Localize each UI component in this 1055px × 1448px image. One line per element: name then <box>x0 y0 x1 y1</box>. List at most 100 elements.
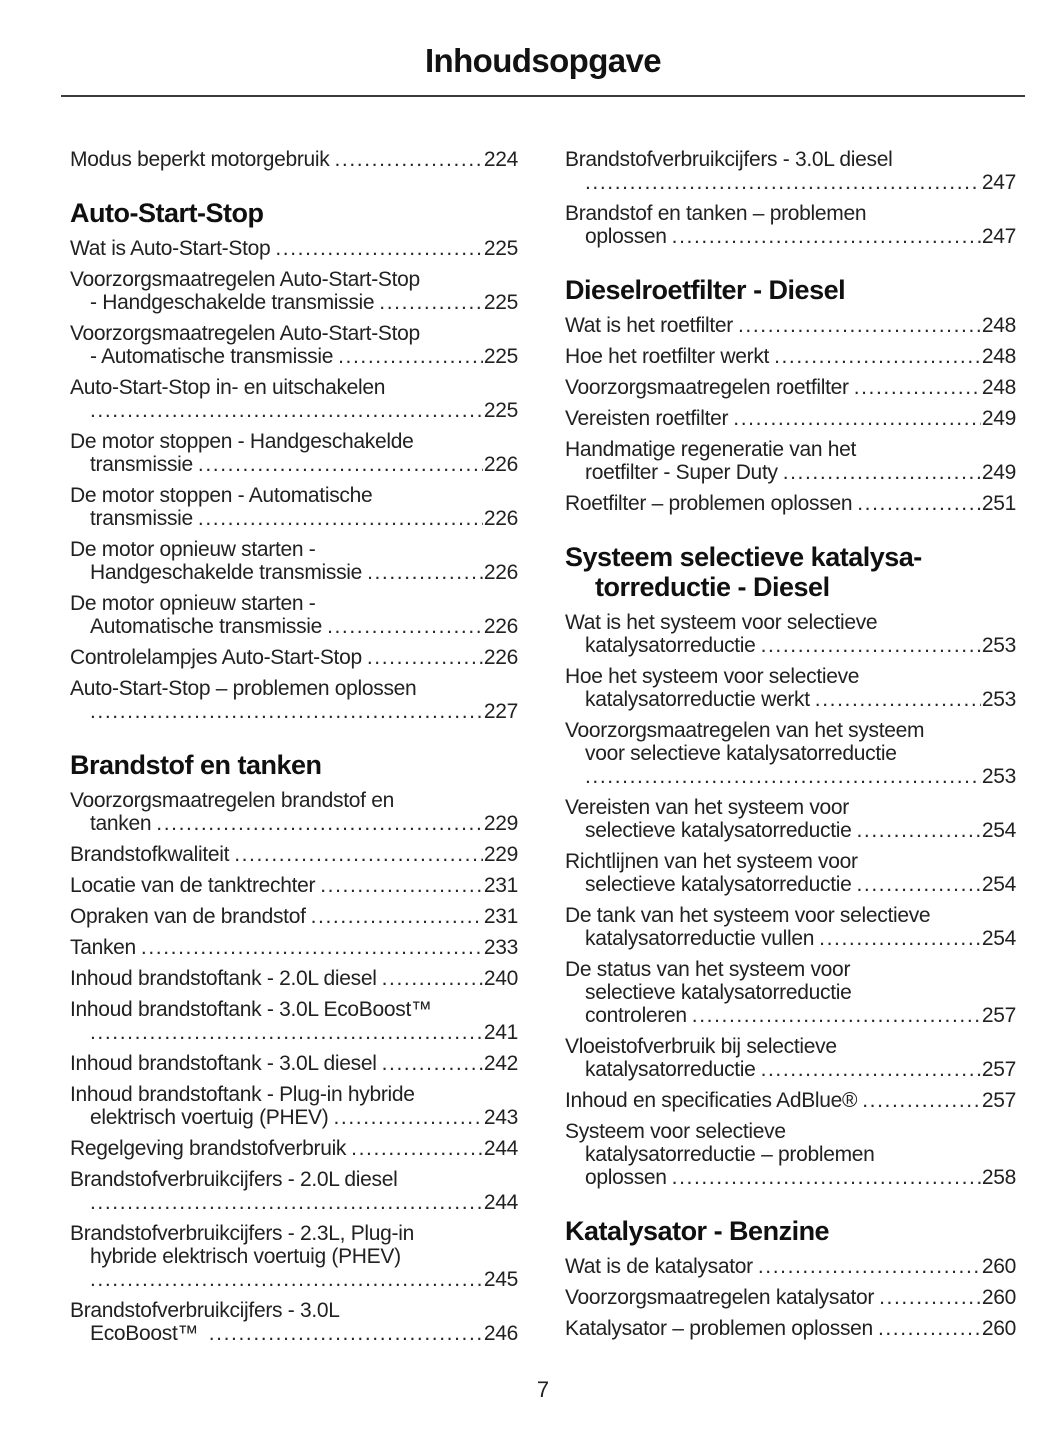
entry-page-number: 253 <box>981 688 1016 711</box>
toc-entry[interactable]: Wat is het roetfilter...................… <box>565 314 1016 337</box>
toc-entry[interactable]: Voorzorgsmaatregelen katalysator........… <box>565 1286 1016 1309</box>
page-header: Inhoudsopgave <box>61 0 1025 97</box>
toc-entry[interactable]: Locatie van de tanktrechter.............… <box>70 874 518 897</box>
dot-leader: ........................................… <box>140 936 483 959</box>
toc-entry[interactable]: Inhoud brandstoftank - 3.0L EcoBoost™...… <box>70 998 518 1044</box>
toc-entry[interactable]: Roetfilter – problemen oplossen.........… <box>565 492 1016 515</box>
toc-entry[interactable]: De motor opnieuw starten - Automatische t… <box>70 592 518 638</box>
entry-last-line: Automatische transmissie................… <box>70 615 518 638</box>
entry-text-line: Handmatige regeneratie van het <box>565 438 857 461</box>
entry-last-line: Wat is Auto-Start-Stop..................… <box>70 237 518 260</box>
toc-entry[interactable]: Brandstof en tanken – problemen oplossen.… <box>565 202 1016 248</box>
entry-text-line: katalysatorreductie – problemen <box>585 1143 875 1166</box>
entry-text-line: selectieve katalysatorreductie <box>585 981 852 1004</box>
dot-leader: ........................................… <box>760 634 981 657</box>
entry-title: Modus beperkt motorgebruik <box>70 148 330 171</box>
toc-entry[interactable]: Voorzorgsmaatregelen van het systeem voor… <box>565 719 1016 788</box>
section-heading-line: Katalysator - Benzine <box>565 1216 830 1246</box>
dot-leader: ........................................… <box>90 1021 483 1044</box>
entry-text-line: Voorzorgsmaatregelen brandstof en <box>70 789 394 812</box>
toc-entry[interactable]: Controlelampjes Auto-Start-Stop.........… <box>70 646 518 669</box>
entry-last-line: controleren.............................… <box>565 1004 1016 1027</box>
toc-entry[interactable]: Regelgeving brandstofverbruik...........… <box>70 1137 518 1160</box>
toc-entry[interactable]: Brandstofkwaliteit......................… <box>70 843 518 866</box>
toc-entry[interactable]: Brandstofverbruikcijfers - 3.0L diesel..… <box>565 148 1016 194</box>
entry-title: oplossen <box>585 1166 667 1189</box>
toc-entry[interactable]: De motor stoppen - Handgeschakelde transm… <box>70 430 518 476</box>
entry-last-line: Inhoud brandstoftank - 2.0L diesel......… <box>70 967 518 990</box>
toc-entry[interactable]: De motor opnieuw starten - Handgeschakeld… <box>70 538 518 584</box>
toc-entry[interactable]: Katalysator – problemen oplossen........… <box>565 1317 1016 1340</box>
entry-text-line: Auto-Start-Stop – problemen oplossen <box>70 677 417 700</box>
section-heading: Auto-Start-Stop <box>70 198 518 228</box>
dot-leader: ........................................… <box>879 1286 981 1309</box>
toc-entry[interactable]: Brandstofverbruikcijfers - 2.3L, Plug-in… <box>70 1222 518 1291</box>
dot-leader: ........................................… <box>366 646 483 669</box>
entry-text-line: Brandstof en tanken – problemen <box>565 202 867 225</box>
entry-title: Inhoud brandstoftank - 3.0L diesel <box>70 1052 377 1075</box>
toc-entry[interactable]: Systeem voor selectieve katalysatorreduct… <box>565 1120 1016 1189</box>
toc-entry[interactable]: Inhoud brandstoftank - 2.0L diesel......… <box>70 967 518 990</box>
toc-entry[interactable]: Wat is de katalysator...................… <box>565 1255 1016 1278</box>
toc-entry[interactable]: De motor stoppen - Automatische transmiss… <box>70 484 518 530</box>
entry-page-number: 242 <box>483 1052 518 1075</box>
entry-title: Controlelampjes Auto-Start-Stop <box>70 646 362 669</box>
dot-leader: ........................................… <box>381 1052 483 1075</box>
toc-entry[interactable]: De status van het systeem voor selectieve… <box>565 958 1016 1027</box>
toc-entry[interactable]: Opraken van de brandstof................… <box>70 905 518 928</box>
toc-entry[interactable]: Brandstofverbruikcijfers - 3.0L EcoBoost™… <box>70 1299 518 1345</box>
section-heading: Katalysator - Benzine <box>565 1216 1016 1246</box>
toc-entry[interactable]: Inhoud en specificaties AdBlue®.........… <box>565 1089 1016 1112</box>
toc-entry[interactable]: Vereisten roetfilter....................… <box>565 407 1016 430</box>
entry-last-line: Brandstofkwaliteit......................… <box>70 843 518 866</box>
toc-entry[interactable]: Handmatige regeneratie van het roetfilter… <box>565 438 1016 484</box>
toc-section: Katalysator - Benzine Wat is de katalysat… <box>565 1216 1016 1340</box>
toc-entry[interactable]: Hoe het systeem voor selectieve katalysat… <box>565 665 1016 711</box>
toc-entry[interactable]: Brandstofverbruikcijfers - 2.0L diesel..… <box>70 1168 518 1214</box>
toc-entry[interactable]: Vereisten van het systeem voor selectieve… <box>565 796 1016 842</box>
dot-leader: ........................................… <box>208 1322 483 1345</box>
entry-page-number: 249 <box>981 407 1016 430</box>
entry-page-number: 240 <box>483 967 518 990</box>
toc-entry[interactable]: Voorzorgsmaatregelen roetfilter.........… <box>565 376 1016 399</box>
entry-text-line: Brandstofverbruikcijfers - 3.0L diesel <box>565 148 893 171</box>
toc-entry[interactable]: Wat is het systeem voor selectieve kataly… <box>565 611 1016 657</box>
toc-entry[interactable]: Hoe het roetfilter werkt................… <box>565 345 1016 368</box>
entry-page-number: 225 <box>483 291 518 314</box>
toc-entry[interactable]: Inhoud brandstoftank - 3.0L diesel......… <box>70 1052 518 1075</box>
toc-entry[interactable]: Richtlijnen van het systeem voor selectie… <box>565 850 1016 896</box>
dot-leader: ........................................… <box>197 453 483 476</box>
entry-title: Locatie van de tanktrechter <box>70 874 316 897</box>
entry-page-number: 248 <box>981 376 1016 399</box>
toc-entry[interactable]: Voorzorgsmaatregelen Auto-Start-Stop - Au… <box>70 322 518 368</box>
dot-leader: ........................................… <box>338 345 483 368</box>
entry-page-number: 226 <box>483 615 518 638</box>
dot-leader: ........................................… <box>275 237 483 260</box>
toc-entry[interactable]: Vloeistofverbruik bij selectieve katalysa… <box>565 1035 1016 1081</box>
toc-entry[interactable]: Tanken..................................… <box>70 936 518 959</box>
toc-entry[interactable]: Wat is Auto-Start-Stop..................… <box>70 237 518 260</box>
dot-leader: ........................................… <box>334 148 483 171</box>
toc-entry[interactable]: Modus beperkt motorgebruik..............… <box>70 148 518 171</box>
section-heading: Dieselroetfilter - Diesel <box>565 275 1016 305</box>
toc-entry[interactable]: Voorzorgsmaatregelen brandstof en tanken.… <box>70 789 518 835</box>
entry-title: katalysatorreductie <box>585 634 756 657</box>
entry-page-number: 224 <box>483 148 518 171</box>
dot-leader: ........................................… <box>782 461 981 484</box>
toc-entry[interactable]: De tank van het systeem voor selectieve k… <box>565 904 1016 950</box>
entry-last-line: Handgeschakelde transmissie.............… <box>70 561 518 584</box>
entry-last-line: ........................................… <box>70 700 518 723</box>
toc-entry[interactable]: Inhoud brandstoftank - Plug-in hybride el… <box>70 1083 518 1129</box>
entry-last-line: Roetfilter – problemen oplossen.........… <box>565 492 1016 515</box>
toc-entry[interactable]: Voorzorgsmaatregelen Auto-Start-Stop - Ha… <box>70 268 518 314</box>
toc-entry[interactable]: Auto-Start-Stop in- en uitschakelen.....… <box>70 376 518 422</box>
entry-page-number: 225 <box>483 345 518 368</box>
entry-last-line: selectieve katalysatorreductie..........… <box>565 819 1016 842</box>
toc-entry[interactable]: Auto-Start-Stop – problemen oplossen....… <box>70 677 518 723</box>
section-heading-line: torreductie - Diesel <box>595 572 830 602</box>
dot-leader: ........................................… <box>320 874 483 897</box>
entry-last-line: Katalysator – problemen oplossen........… <box>565 1317 1016 1340</box>
page-number: 7 <box>536 1377 550 1402</box>
entry-page-number: 257 <box>981 1058 1016 1081</box>
dot-leader: ........................................… <box>90 700 483 723</box>
